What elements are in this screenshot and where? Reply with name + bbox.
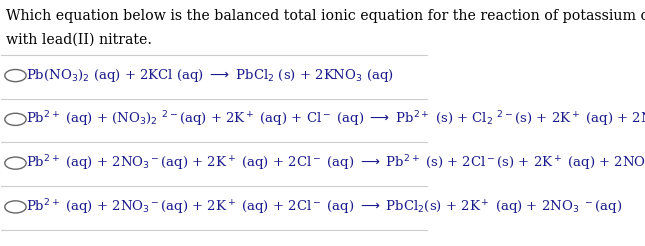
Text: Pb$^{2+}$ (aq) + (NO$_3$)$_2$ $^{2-}$(aq) + 2K$^+$ (aq) + Cl$^-$ (aq) $\longrigh: Pb$^{2+}$ (aq) + (NO$_3$)$_2$ $^{2-}$(aq… xyxy=(26,109,645,129)
Text: Pb$^{2+}$ (aq) + 2NO$_3$$^-$(aq) + 2K$^+$ (aq) + 2Cl$^-$ (aq) $\longrightarrow$ : Pb$^{2+}$ (aq) + 2NO$_3$$^-$(aq) + 2K$^+… xyxy=(26,197,622,217)
Text: Which equation below is the balanced total ionic equation for the reaction of po: Which equation below is the balanced tot… xyxy=(6,9,645,23)
Text: Pb$^{2+}$ (aq) + 2NO$_3$$^-$(aq) + 2K$^+$ (aq) + 2Cl$^-$ (aq) $\longrightarrow$ : Pb$^{2+}$ (aq) + 2NO$_3$$^-$(aq) + 2K$^+… xyxy=(26,153,645,173)
Text: with lead(II) nitrate.: with lead(II) nitrate. xyxy=(6,33,152,47)
Text: Pb(NO$_3$)$_2$ (aq) + 2KCl (aq) $\longrightarrow$ PbCl$_2$ (s) + 2KNO$_3$ (aq): Pb(NO$_3$)$_2$ (aq) + 2KCl (aq) $\longri… xyxy=(26,67,394,84)
